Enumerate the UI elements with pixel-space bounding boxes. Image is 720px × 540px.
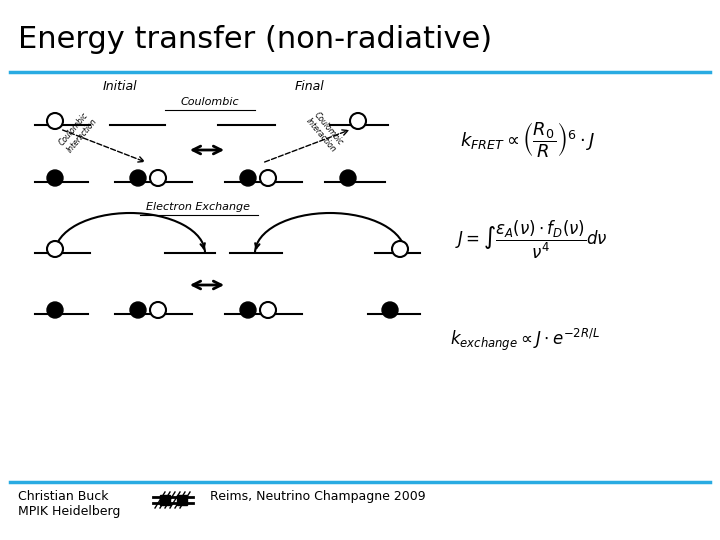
Text: Final: Final [295, 80, 325, 93]
Circle shape [150, 170, 166, 186]
Text: Coulombic: Coulombic [181, 97, 239, 107]
Circle shape [47, 170, 63, 186]
Text: Christian Buck
MPIK Heidelberg: Christian Buck MPIK Heidelberg [18, 490, 120, 518]
Text: Initial: Initial [103, 80, 138, 93]
Bar [177, 495, 187, 505]
Circle shape [392, 241, 408, 257]
Circle shape [382, 302, 398, 318]
Text: $J = \int \dfrac{\varepsilon_A(\nu) \cdot f_D(\nu)}{\nu^4} d\nu$: $J = \int \dfrac{\varepsilon_A(\nu) \cdo… [455, 219, 608, 261]
Text: Coulombic
Interaction: Coulombic Interaction [305, 110, 346, 154]
Circle shape [260, 302, 276, 318]
Circle shape [350, 113, 366, 129]
Text: Reims, Neutrino Champagne 2009: Reims, Neutrino Champagne 2009 [210, 490, 426, 503]
Circle shape [260, 170, 276, 186]
Circle shape [47, 241, 63, 257]
Circle shape [47, 302, 63, 318]
Bar [160, 495, 170, 505]
Text: Coulombic
Interaction: Coulombic Interaction [57, 110, 99, 154]
Circle shape [240, 302, 256, 318]
Text: Energy transfer (non-radiative): Energy transfer (non-radiative) [18, 25, 492, 54]
Text: $k_{exchange} \propto J \cdot e^{-2R/L}$: $k_{exchange} \propto J \cdot e^{-2R/L}$ [450, 327, 600, 353]
Circle shape [240, 170, 256, 186]
Circle shape [130, 302, 146, 318]
Circle shape [150, 302, 166, 318]
Text: Electron Exchange: Electron Exchange [146, 202, 250, 212]
Text: $k_{FRET} \propto \left(\dfrac{R_0}{R}\right)^6 \cdot J$: $k_{FRET} \propto \left(\dfrac{R_0}{R}\r… [460, 120, 595, 159]
Circle shape [47, 113, 63, 129]
Circle shape [340, 170, 356, 186]
Circle shape [130, 170, 146, 186]
